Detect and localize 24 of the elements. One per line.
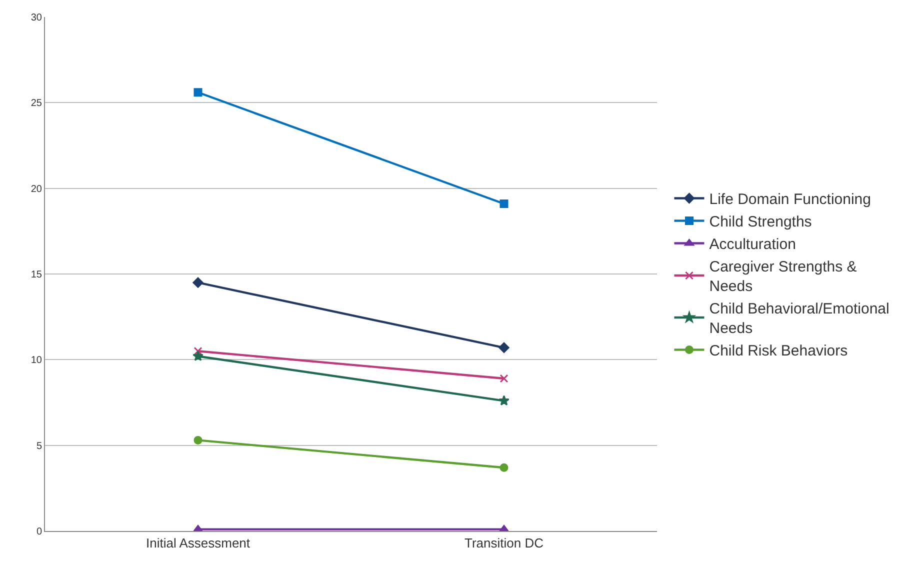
point [500, 374, 508, 383]
y-tick-label: 25 [30, 98, 42, 110]
point [500, 463, 508, 472]
y-tick-label: 15 [30, 270, 42, 280]
point [194, 436, 202, 444]
y-tick-label: 0 [36, 526, 42, 538]
y-tick-label: 10 [30, 355, 42, 366]
legend-label: Caregiver Strengths & Needs [709, 258, 857, 296]
point [498, 395, 510, 406]
legend-label: Life Domain Functioning [709, 191, 872, 208]
y-tick-label: 20 [30, 184, 42, 195]
point [194, 88, 202, 97]
x-tick-label: Transition DC [464, 536, 544, 551]
y-tick-label: 5 [36, 440, 42, 452]
point [192, 277, 204, 288]
legend-label: Child Behavioral/Emotional Needs [709, 300, 890, 338]
point [498, 342, 510, 353]
y-tick-label: 30 [30, 12, 42, 24]
x-tick-label: Initial Assessment [146, 536, 250, 551]
legend-label: Acculturation [709, 236, 796, 254]
point [192, 350, 204, 361]
legend-label: Child Strengths [709, 214, 812, 231]
legend-label: Child Risk Behaviors [709, 342, 848, 360]
point [500, 200, 508, 208]
